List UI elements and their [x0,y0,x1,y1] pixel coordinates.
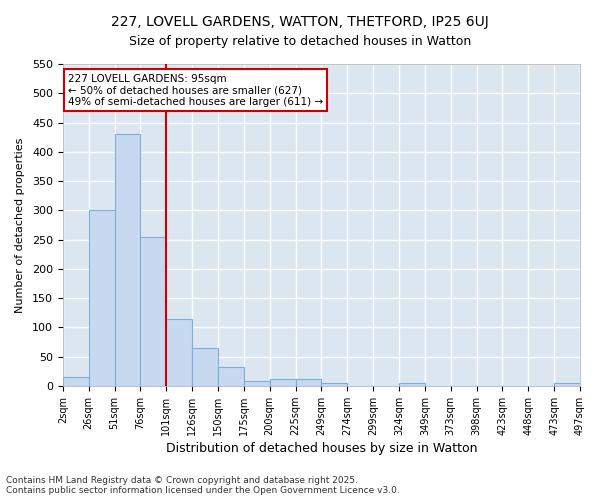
Bar [296,380,322,386]
Text: Size of property relative to detached houses in Watton: Size of property relative to detached ho… [129,35,471,48]
Bar [244,380,269,386]
Bar [63,377,89,386]
Bar [322,383,347,386]
Bar [140,236,166,386]
Text: 227 LOVELL GARDENS: 95sqm
← 50% of detached houses are smaller (627)
49% of semi: 227 LOVELL GARDENS: 95sqm ← 50% of detac… [68,74,323,107]
Bar [554,383,580,386]
Bar [192,348,218,386]
X-axis label: Distribution of detached houses by size in Watton: Distribution of detached houses by size … [166,442,477,455]
Y-axis label: Number of detached properties: Number of detached properties [15,137,25,312]
Bar [115,134,140,386]
Bar [399,384,425,386]
Bar [89,210,115,386]
Bar [269,380,296,386]
Text: 227, LOVELL GARDENS, WATTON, THETFORD, IP25 6UJ: 227, LOVELL GARDENS, WATTON, THETFORD, I… [111,15,489,29]
Bar [166,318,192,386]
Text: Contains HM Land Registry data © Crown copyright and database right 2025.
Contai: Contains HM Land Registry data © Crown c… [6,476,400,495]
Bar [218,366,244,386]
